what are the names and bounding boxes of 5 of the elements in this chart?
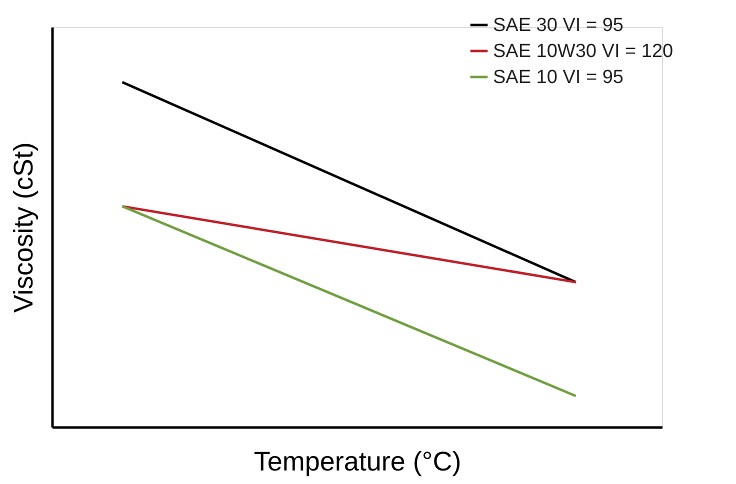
legend-label: SAE 10 VI = 95 <box>493 67 624 88</box>
legend-label: SAE 10W30 VI = 120 <box>493 41 674 62</box>
legend-label: SAE 30 VI = 95 <box>493 15 624 36</box>
y-axis-title: Viscosity (cSt) <box>8 142 38 313</box>
x-axis-title: Temperature (°C) <box>254 446 462 476</box>
